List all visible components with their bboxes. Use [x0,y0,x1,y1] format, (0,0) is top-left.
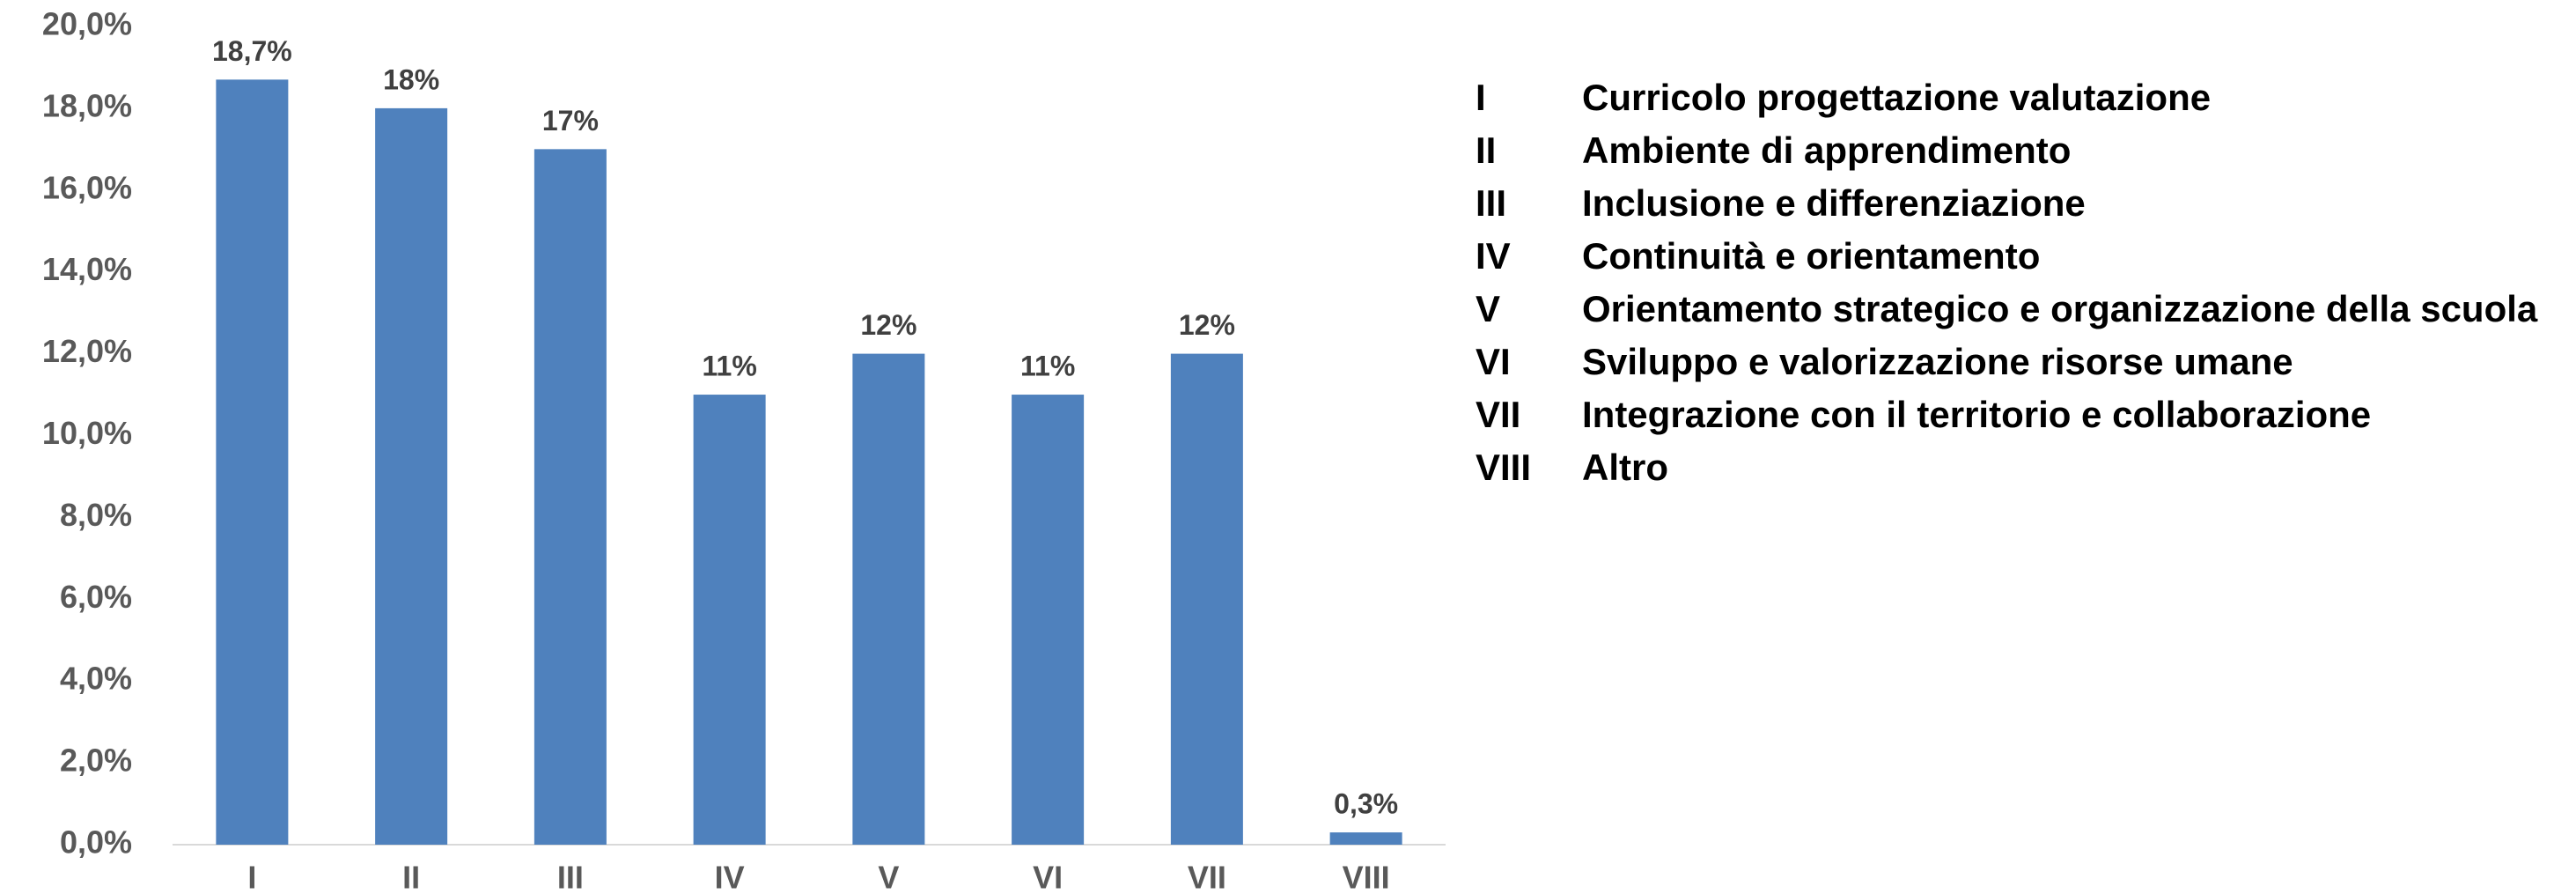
bar [693,395,766,845]
value-label: 18,7% [212,35,292,67]
bar [1012,395,1085,845]
key-label: Sviluppo e valorizzazione risorse umane [1582,341,2293,382]
y-tick-label: 4,0% [60,661,132,697]
bar [534,149,607,846]
x-tick-label: V [878,860,899,894]
key-label: Altro [1582,447,1668,488]
key-label: Orientamento strategico e organizzazione… [1582,288,2538,329]
bar [375,107,448,845]
value-label: 0,3% [1334,788,1398,820]
y-tick-label: 0,0% [60,824,132,861]
x-tick-label: III [557,860,584,894]
bar [1329,832,1402,845]
key-code: III [1476,182,1506,224]
bar [852,353,925,846]
x-tick-label: I [247,860,256,894]
y-tick-label: 18,0% [42,87,132,123]
x-tick-label: VI [1033,860,1063,894]
key-code: VI [1476,341,1511,382]
y-tick-label: 14,0% [42,251,132,287]
x-tick-label: VIII [1343,860,1390,894]
key-code: I [1476,77,1486,118]
x-tick-label: IV [715,860,745,894]
y-tick-label: 2,0% [60,743,132,779]
key-code: V [1476,288,1500,329]
x-tick-label: VII [1188,860,1226,894]
value-label: 18% [383,63,439,95]
key-code: VII [1476,394,1520,435]
key-code: VIII [1476,447,1531,488]
key-label: Inclusione e differenziazione [1582,182,2086,224]
value-label: 11% [702,351,756,382]
value-label: 17% [542,105,599,137]
y-tick-label: 20,0% [42,6,132,42]
key-code: II [1476,129,1496,171]
key-label: Ambiente di apprendimento [1582,129,2071,171]
y-tick-label: 8,0% [60,497,132,533]
value-label: 12% [1179,309,1235,341]
value-label: 11% [1020,351,1075,382]
key-label: Curricolo progettazione valutazione [1582,77,2211,118]
y-tick-label: 10,0% [42,415,132,451]
key-code: IV [1476,235,1511,277]
key-label: Integrazione con il territorio e collabo… [1582,394,2371,435]
x-tick-label: II [402,860,420,894]
key-label: Continuità e orientamento [1582,235,2040,277]
bar [216,79,289,845]
y-tick-label: 6,0% [60,579,132,615]
y-tick-label: 12,0% [42,333,132,369]
y-tick-label: 16,0% [42,169,132,205]
value-label: 12% [860,309,916,341]
bar [1170,353,1243,846]
